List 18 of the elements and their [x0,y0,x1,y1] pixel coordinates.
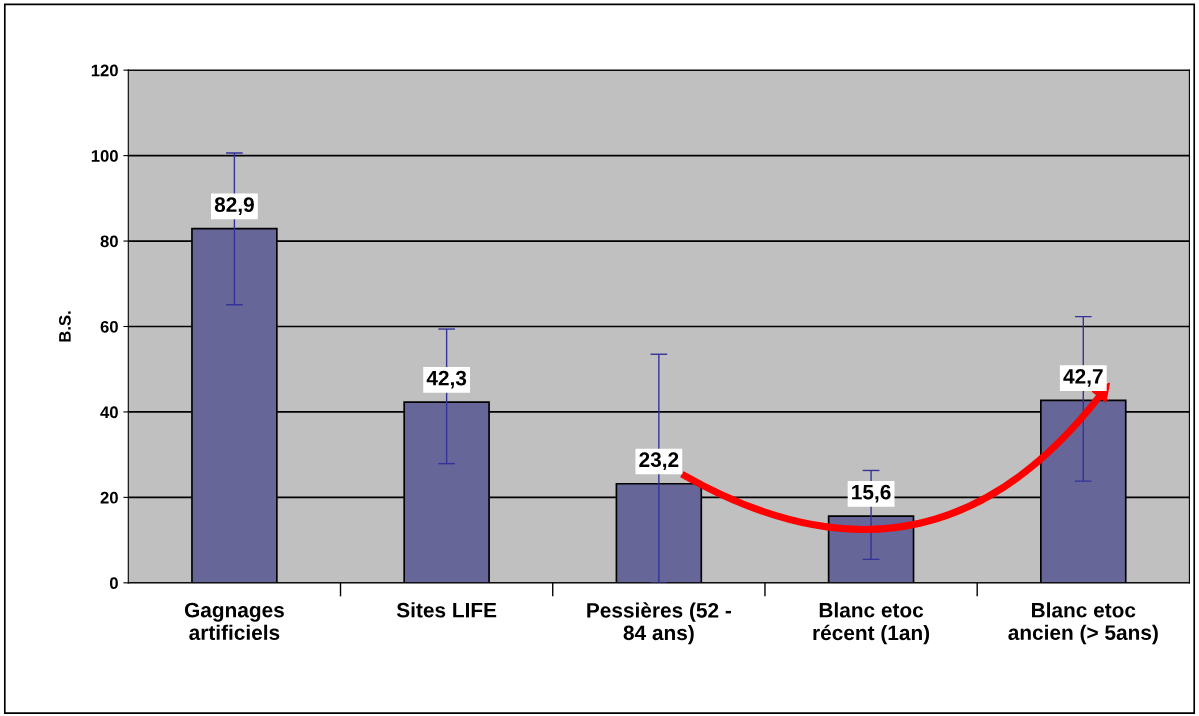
x-tick-label: Blanc etoc ancien (> 5ans) [1008,602,1158,645]
data-label: 15,6 [852,484,891,503]
y-tick-label: 20 [100,491,118,504]
y-tick-label: 80 [100,235,118,248]
x-tick-label: Sites LIFE [396,602,497,618]
data-label: 23,2 [639,452,679,471]
x-tick-label: Pessières (52 - 84 ans) [587,602,731,645]
x-tick-label: Gagnages artificiels [184,602,284,641]
x-tick-label: Blanc etoc récent (1an) [813,602,930,645]
y-axis-title: B.S. [59,311,71,342]
y-tick-label: 120 [91,64,118,77]
data-label: 42,7 [1063,369,1103,387]
data-label: 42,3 [426,370,467,389]
y-tick-label: 100 [91,150,118,162]
y-tick-label: 60 [100,320,118,333]
y-tick-label: 40 [100,406,118,419]
data-label: 82,9 [214,197,254,216]
y-tick-label: 0 [109,577,118,590]
